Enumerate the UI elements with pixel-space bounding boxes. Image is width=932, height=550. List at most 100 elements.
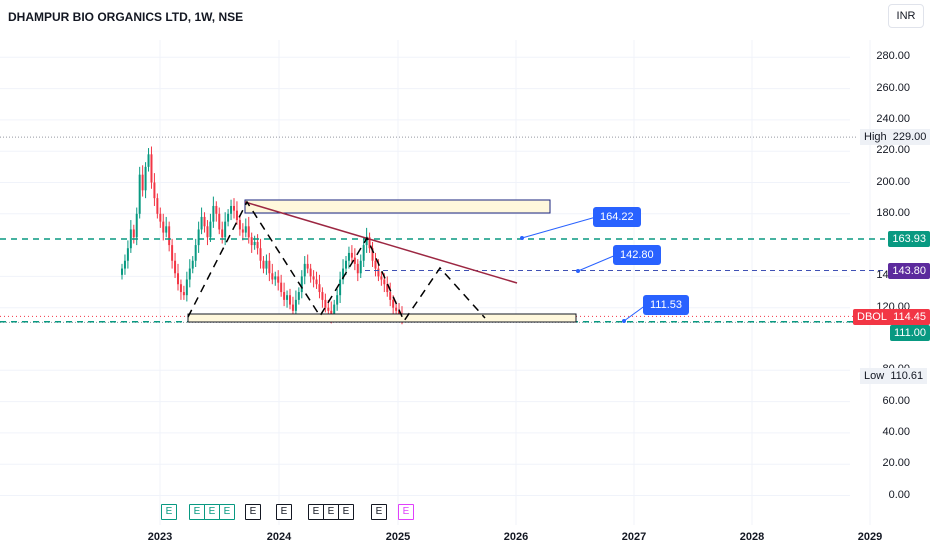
candle-body: [347, 252, 350, 261]
callout-164[interactable]: 164.22: [593, 207, 641, 227]
y-tick-label: 0.00: [888, 488, 910, 501]
candle-body: [374, 260, 377, 269]
candle-body: [153, 182, 156, 199]
candle-body: [185, 279, 188, 296]
candle-body: [271, 273, 274, 280]
candle-body: [336, 295, 339, 305]
candle-body: [241, 229, 244, 233]
candle-body: [138, 174, 141, 214]
chart-title: DHAMPUR BIO ORGANICS LTD, 1W, NSE: [8, 10, 244, 24]
candle-body: [383, 279, 386, 285]
candle-body: [250, 237, 253, 246]
candle-body: [244, 226, 247, 233]
candle-body: [306, 263, 309, 269]
candle-body: [215, 205, 218, 214]
candle-body: [268, 260, 271, 274]
candle-body: [159, 213, 162, 222]
candle-body: [321, 292, 324, 300]
earnings-event-marker[interactable]: E: [161, 504, 177, 520]
candle-body: [179, 284, 182, 293]
candle-body: [174, 260, 177, 274]
high-label: High: [864, 131, 887, 143]
callout-111[interactable]: 111.53: [643, 295, 690, 315]
y-tick-label: 260.00: [876, 81, 910, 94]
candle-body: [165, 226, 168, 233]
x-tick-label: 2025: [385, 531, 411, 543]
candle-body: [209, 221, 212, 238]
candle-body: [377, 268, 380, 277]
candle-body: [333, 304, 336, 316]
candle-body: [259, 248, 262, 261]
candle-body: [312, 276, 315, 280]
callout-connector: [521, 216, 597, 239]
candle-body: [227, 213, 230, 222]
y-tick-label: 280.00: [876, 50, 910, 63]
callout-anchor: [576, 269, 580, 273]
candle-body: [395, 307, 398, 311]
candle-body: [339, 279, 342, 296]
x-tick-label: 2026: [503, 531, 529, 543]
candle-body: [233, 205, 235, 211]
earnings-event-marker[interactable]: E: [276, 504, 292, 520]
supply-zone: [244, 199, 551, 214]
candle-body: [135, 213, 138, 238]
candle-body: [356, 263, 359, 274]
x-tick-label: 2024: [266, 531, 292, 543]
candle-body: [294, 299, 297, 311]
candle-body: [362, 245, 365, 261]
candle-body: [380, 276, 383, 280]
candle-body: [123, 260, 126, 269]
candle-body: [289, 295, 291, 305]
earnings-event-marker[interactable]: E: [323, 504, 339, 520]
y-tick-label: 180.00: [876, 206, 910, 219]
earnings-event-marker[interactable]: E: [189, 504, 205, 520]
candle-body: [121, 268, 123, 275]
candle-body: [144, 166, 147, 191]
candle-body: [156, 198, 159, 214]
earnings-event-marker[interactable]: E: [371, 504, 387, 520]
earnings-event-marker[interactable]: E: [308, 504, 324, 520]
candle-body: [191, 260, 194, 269]
earnings-event-marker[interactable]: E: [338, 504, 354, 520]
earnings-event-marker[interactable]: E: [204, 504, 220, 520]
callout-connector: [577, 254, 617, 272]
candle-body: [203, 216, 206, 227]
candle-body: [300, 276, 303, 293]
candle-body: [206, 226, 209, 238]
candle-body: [177, 273, 179, 285]
candle-body: [365, 237, 368, 246]
candle-body: [238, 220, 241, 230]
currency-selector[interactable]: INR: [888, 4, 924, 28]
y-tick-label: 200.00: [876, 175, 910, 188]
earnings-event-marker[interactable]: E: [398, 504, 414, 520]
candle-body: [327, 307, 330, 311]
earnings-event-marker[interactable]: E: [245, 504, 261, 520]
candle-body: [342, 268, 345, 280]
mid-level-label: 143.80: [888, 263, 930, 279]
candle-body: [277, 276, 280, 283]
candle-body: [265, 260, 268, 269]
candle-body: [398, 310, 401, 316]
candle-body: [359, 260, 362, 274]
candle-body: [389, 292, 392, 300]
candle-body: [235, 210, 238, 221]
callout-142[interactable]: 142.80: [613, 245, 661, 265]
candle-body: [371, 248, 374, 261]
symbol-label: DBOL: [853, 309, 891, 325]
x-tick-label: 2023: [147, 531, 173, 543]
low-label-box: Low 110.61: [860, 368, 928, 384]
candle-body: [150, 154, 153, 183]
candle-body: [221, 229, 224, 238]
candle-body: [129, 229, 132, 249]
x-tick-label: 2029: [857, 531, 883, 543]
candle-body: [274, 276, 277, 280]
demand-zone: [187, 313, 577, 323]
candle-body: [147, 154, 150, 167]
x-tick-label: 2027: [621, 531, 647, 543]
candle-body: [141, 174, 144, 191]
candle-body: [218, 213, 221, 230]
candle-body: [286, 295, 289, 300]
earnings-event-marker[interactable]: E: [219, 504, 235, 520]
y-tick-label: 20.00: [882, 457, 910, 470]
